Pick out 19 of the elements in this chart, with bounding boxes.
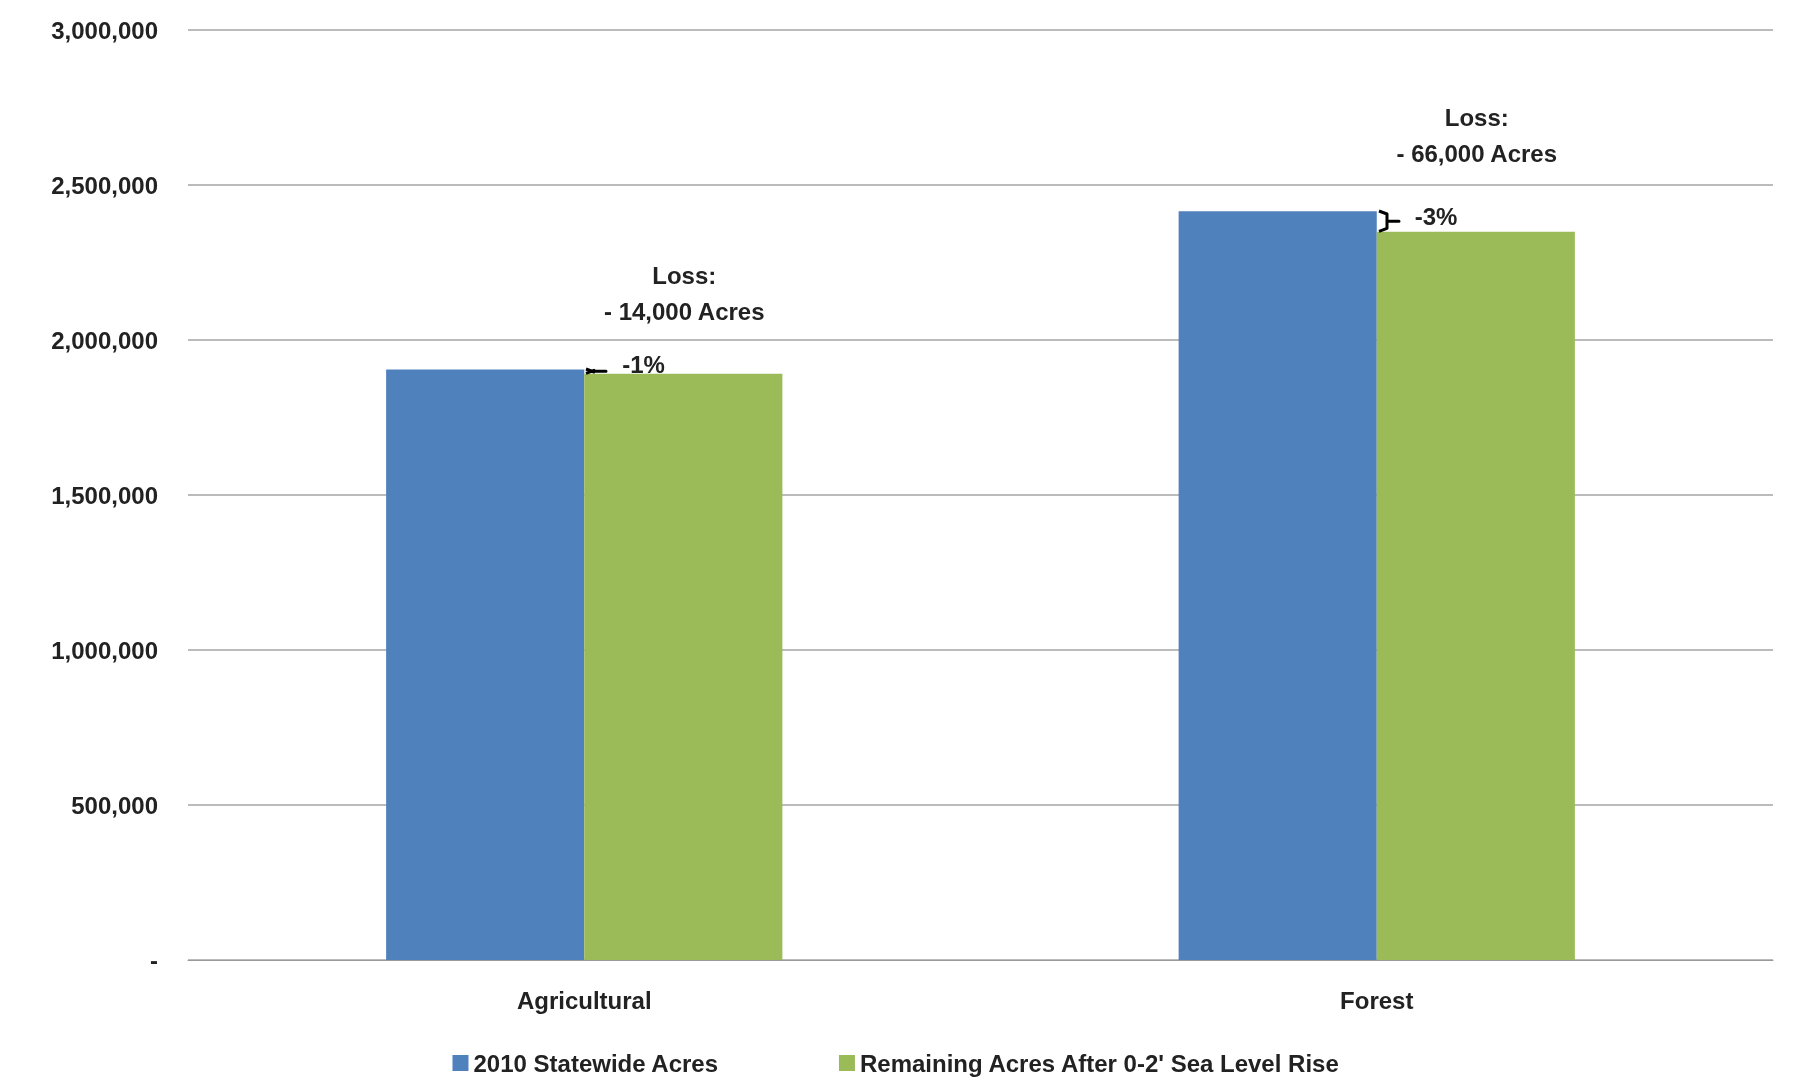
y-tick-label: 1,000,000 xyxy=(51,636,158,664)
bar xyxy=(1178,211,1377,960)
legend-label: Remaining Acres After 0-2' Sea Level Rise xyxy=(859,1049,1339,1077)
y-tick-label: 1,500,000 xyxy=(51,481,158,509)
x-tick-label: Forest xyxy=(1340,986,1414,1014)
annotation: Loss: - 14,000 Acres xyxy=(603,261,765,325)
y-tick-label: 2,000,000 xyxy=(51,326,158,354)
x-tick-label: Agricultural xyxy=(516,986,652,1014)
y-tick-label: 2,500,000 xyxy=(51,171,158,199)
bar xyxy=(1376,231,1575,960)
bar xyxy=(584,373,783,960)
bar xyxy=(386,369,585,960)
y-tick-label: 3,000,000 xyxy=(51,16,158,44)
annotation: -1% xyxy=(622,351,665,379)
annotation: -3% xyxy=(1414,202,1458,230)
y-tick-label: - xyxy=(150,946,158,974)
y-tick-label: 500,000 xyxy=(71,791,158,819)
annotation: Loss: - 66,000 Acres xyxy=(1396,103,1558,167)
legend-label: 2010 Statewide Acres xyxy=(473,1049,719,1077)
